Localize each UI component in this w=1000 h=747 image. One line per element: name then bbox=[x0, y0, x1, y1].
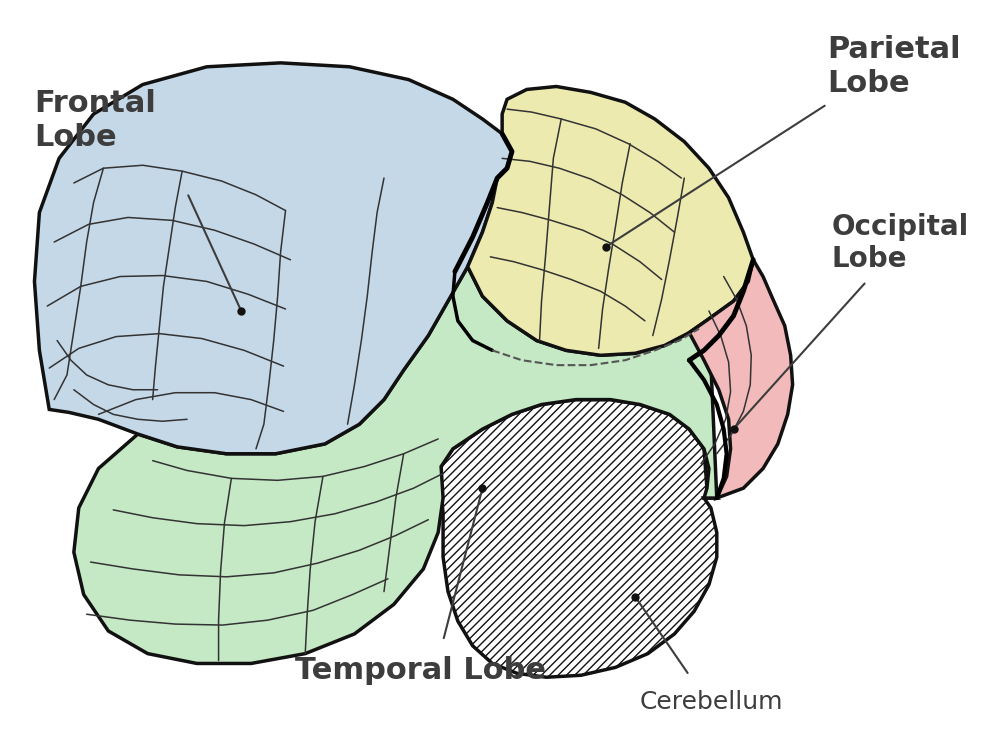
Text: Temporal Lobe: Temporal Lobe bbox=[295, 656, 546, 684]
Text: Parietal
Lobe: Parietal Lobe bbox=[827, 35, 961, 98]
Polygon shape bbox=[74, 267, 717, 663]
Polygon shape bbox=[689, 260, 793, 498]
Polygon shape bbox=[34, 63, 512, 453]
Polygon shape bbox=[468, 87, 753, 356]
Text: Occipital
Lobe: Occipital Lobe bbox=[832, 212, 969, 273]
Text: Frontal
Lobe: Frontal Lobe bbox=[34, 90, 156, 152]
Polygon shape bbox=[441, 400, 717, 678]
Text: Cerebellum: Cerebellum bbox=[640, 690, 783, 714]
